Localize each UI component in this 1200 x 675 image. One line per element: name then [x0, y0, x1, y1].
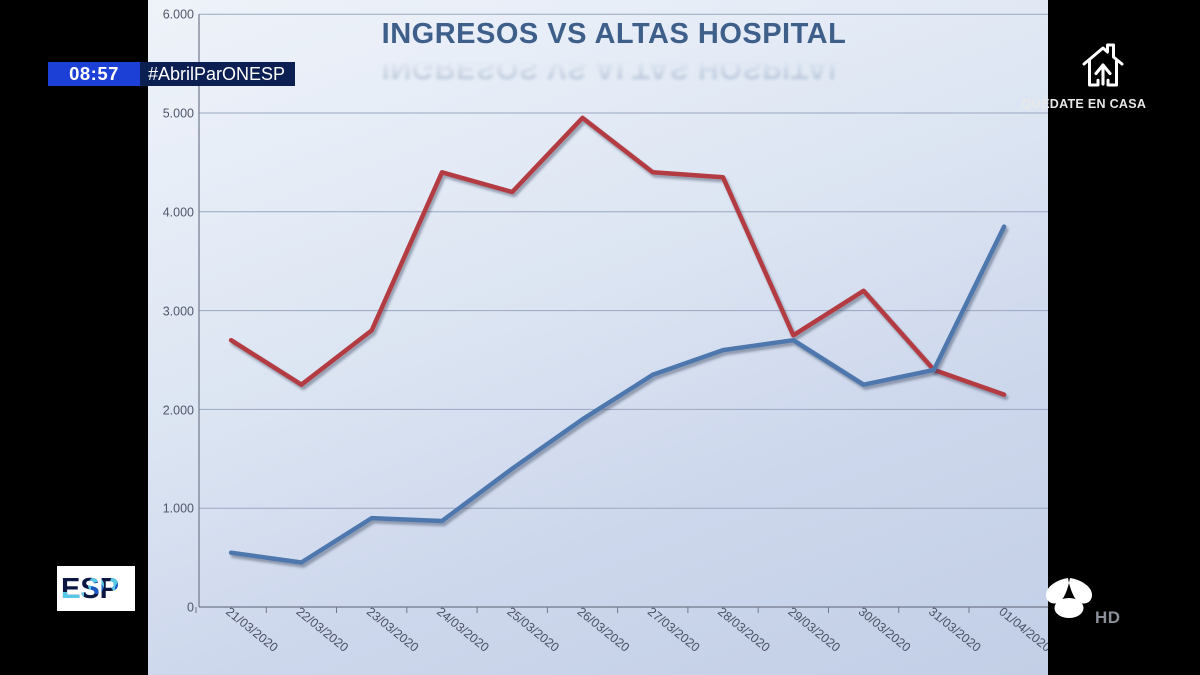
svg-text:31/03/2020: 31/03/2020	[926, 604, 983, 654]
svg-text:2.000: 2.000	[163, 404, 194, 418]
svg-text:4.000: 4.000	[163, 206, 194, 220]
svg-text:30/03/2020: 30/03/2020	[856, 604, 913, 654]
svg-text:3.000: 3.000	[163, 305, 194, 319]
svg-text:0: 0	[187, 601, 194, 615]
svg-text:1.000: 1.000	[163, 502, 194, 516]
svg-text:26/03/2020: 26/03/2020	[575, 604, 632, 654]
svg-text:21/03/2020: 21/03/2020	[223, 604, 280, 654]
svg-text:23/03/2020: 23/03/2020	[364, 604, 421, 654]
svg-text:22/03/2020: 22/03/2020	[294, 604, 351, 654]
svg-text:6.000: 6.000	[163, 8, 194, 22]
svg-text:25/03/2020: 25/03/2020	[504, 604, 561, 654]
svg-text:5.000: 5.000	[163, 107, 194, 121]
svg-text:24/03/2020: 24/03/2020	[434, 604, 491, 654]
svg-text:29/03/2020: 29/03/2020	[785, 604, 842, 654]
svg-text:27/03/2020: 27/03/2020	[645, 604, 702, 654]
svg-text:28/03/2020: 28/03/2020	[715, 604, 772, 654]
svg-text:01/04/2020: 01/04/2020	[996, 604, 1048, 654]
